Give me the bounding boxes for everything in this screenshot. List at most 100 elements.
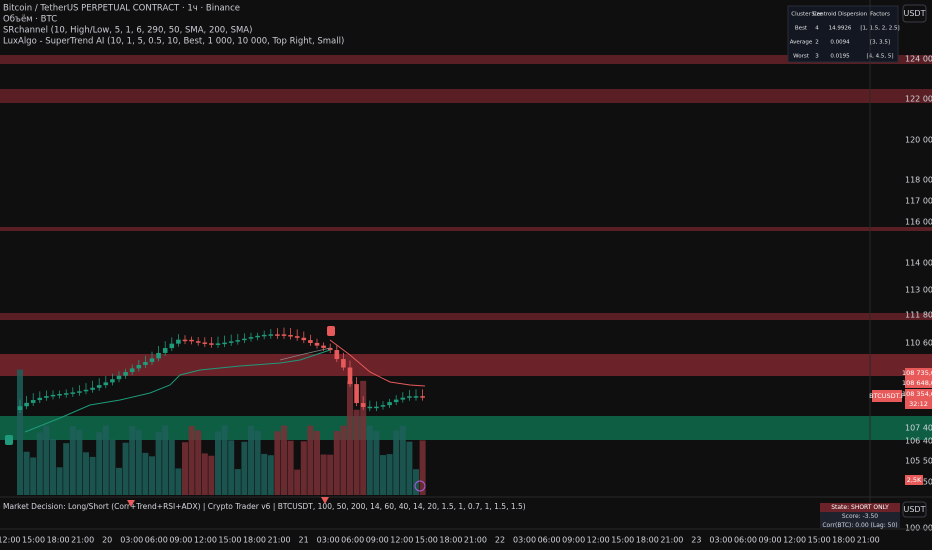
- volume-bar: [261, 453, 268, 495]
- volume-bar: [162, 425, 169, 495]
- candle-body: [37, 397, 43, 401]
- time-label: 21: [299, 536, 309, 545]
- volume-bar: [182, 442, 188, 495]
- time-label: 12:00: [587, 536, 610, 545]
- time-label: 06:00: [538, 536, 561, 545]
- candle-body: [347, 367, 353, 385]
- candle-body: [169, 343, 175, 349]
- candle-body: [314, 342, 320, 346]
- table-cell: 2: [815, 40, 819, 46]
- volume-bar: [215, 431, 221, 495]
- time-label: 15:00: [808, 536, 831, 545]
- price-label: 110 600,0: [905, 339, 932, 348]
- currency-button[interactable]: [902, 4, 927, 23]
- cluster-table: [787, 5, 899, 63]
- table-cell: [1, 1.5, 2, 2.5]: [860, 26, 899, 32]
- volume-bar: [122, 442, 129, 495]
- candle-body: [281, 334, 287, 336]
- time-label: 23: [691, 536, 701, 545]
- candle-body: [248, 337, 254, 339]
- currency-button[interactable]: [902, 501, 927, 518]
- candle-body: [129, 368, 135, 373]
- time-label: 06:00: [341, 536, 364, 545]
- price-label: 106 400,0: [905, 437, 932, 446]
- volume-bar: [254, 430, 261, 495]
- volume-bar: [234, 469, 241, 495]
- volume-bar: [274, 431, 281, 495]
- candle-body: [63, 393, 69, 395]
- supertrend-down: [329, 339, 426, 387]
- time-label: 09:00: [169, 536, 192, 545]
- candle-body: [380, 405, 386, 407]
- candle-body: [261, 334, 267, 337]
- price-label: 100 000,0: [905, 524, 932, 533]
- volume-bar: [248, 425, 254, 495]
- price-label: 122 000,0: [905, 95, 932, 104]
- candle-body: [189, 339, 194, 342]
- volume-bar: [30, 457, 37, 495]
- volume-bar: [353, 409, 360, 495]
- volume-bar: [142, 452, 149, 495]
- candle-body: [255, 335, 260, 338]
- volume-bar: [195, 430, 202, 495]
- volume-bar: [307, 425, 314, 495]
- volume-bar: [17, 369, 23, 495]
- symbol-tag: [872, 390, 902, 402]
- candle-body: [275, 334, 280, 336]
- time-label: 21:00: [71, 536, 94, 545]
- candle-body: [30, 400, 36, 403]
- time-label: 18:00: [832, 536, 855, 545]
- table-header: Size: [811, 12, 823, 18]
- legend-line: Объём · BTC: [3, 15, 57, 25]
- price-label: 105 500,0: [905, 457, 932, 466]
- timer-label: 32:12: [909, 400, 928, 408]
- volume-bar: [366, 425, 373, 495]
- candle-body: [228, 341, 234, 343]
- volume-bar: [102, 425, 109, 495]
- volume-bar: [393, 430, 400, 495]
- price-label: 114 000,0: [905, 259, 932, 268]
- candle-body: [327, 347, 333, 351]
- volume-bars: [17, 369, 426, 495]
- volume-bar: [36, 432, 43, 495]
- candle-body: [334, 350, 340, 360]
- candle-body: [182, 339, 188, 342]
- time-label: 15:00: [218, 536, 241, 545]
- trailing-line: [279, 347, 331, 361]
- volume-bar: [399, 425, 406, 495]
- time-label: 18:00: [47, 536, 70, 545]
- volume-bar: [406, 441, 413, 495]
- candle-body: [360, 403, 366, 407]
- candle-body: [156, 352, 161, 359]
- corr-label: Corr(BTC): 0.00 (Lag: 50): [822, 522, 897, 529]
- candle-body: [77, 391, 82, 393]
- candle-body: [50, 394, 56, 397]
- table-cell: 0.0195: [830, 54, 850, 60]
- price-label: 120 000,0: [905, 136, 932, 145]
- volume-bar: [241, 441, 248, 495]
- candle-body: [44, 396, 49, 398]
- volume-bar: [63, 443, 70, 495]
- signal-arrow: [127, 500, 135, 507]
- volume-bar: [287, 440, 294, 495]
- resistance-zone: [0, 227, 932, 231]
- time-label: 21:00: [464, 536, 487, 545]
- candle-body: [268, 334, 274, 336]
- volume-bar: [155, 431, 162, 495]
- volume-bar: [23, 451, 30, 495]
- candle-body: [103, 382, 109, 386]
- volume-bar: [116, 467, 122, 495]
- time-label: 18:00: [243, 536, 266, 545]
- volume-bar: [300, 441, 307, 495]
- volume-bar: [360, 380, 367, 495]
- time-label: 12:00: [194, 536, 217, 545]
- candle-body: [17, 406, 23, 410]
- supertrend-up: [24, 349, 331, 433]
- time-label: 18:00: [439, 536, 462, 545]
- price-label: 118 000,0: [905, 176, 932, 185]
- volume-bar: [109, 439, 116, 495]
- candle-body: [222, 342, 227, 345]
- candle-body: [420, 396, 425, 398]
- volume-bar: [208, 455, 215, 495]
